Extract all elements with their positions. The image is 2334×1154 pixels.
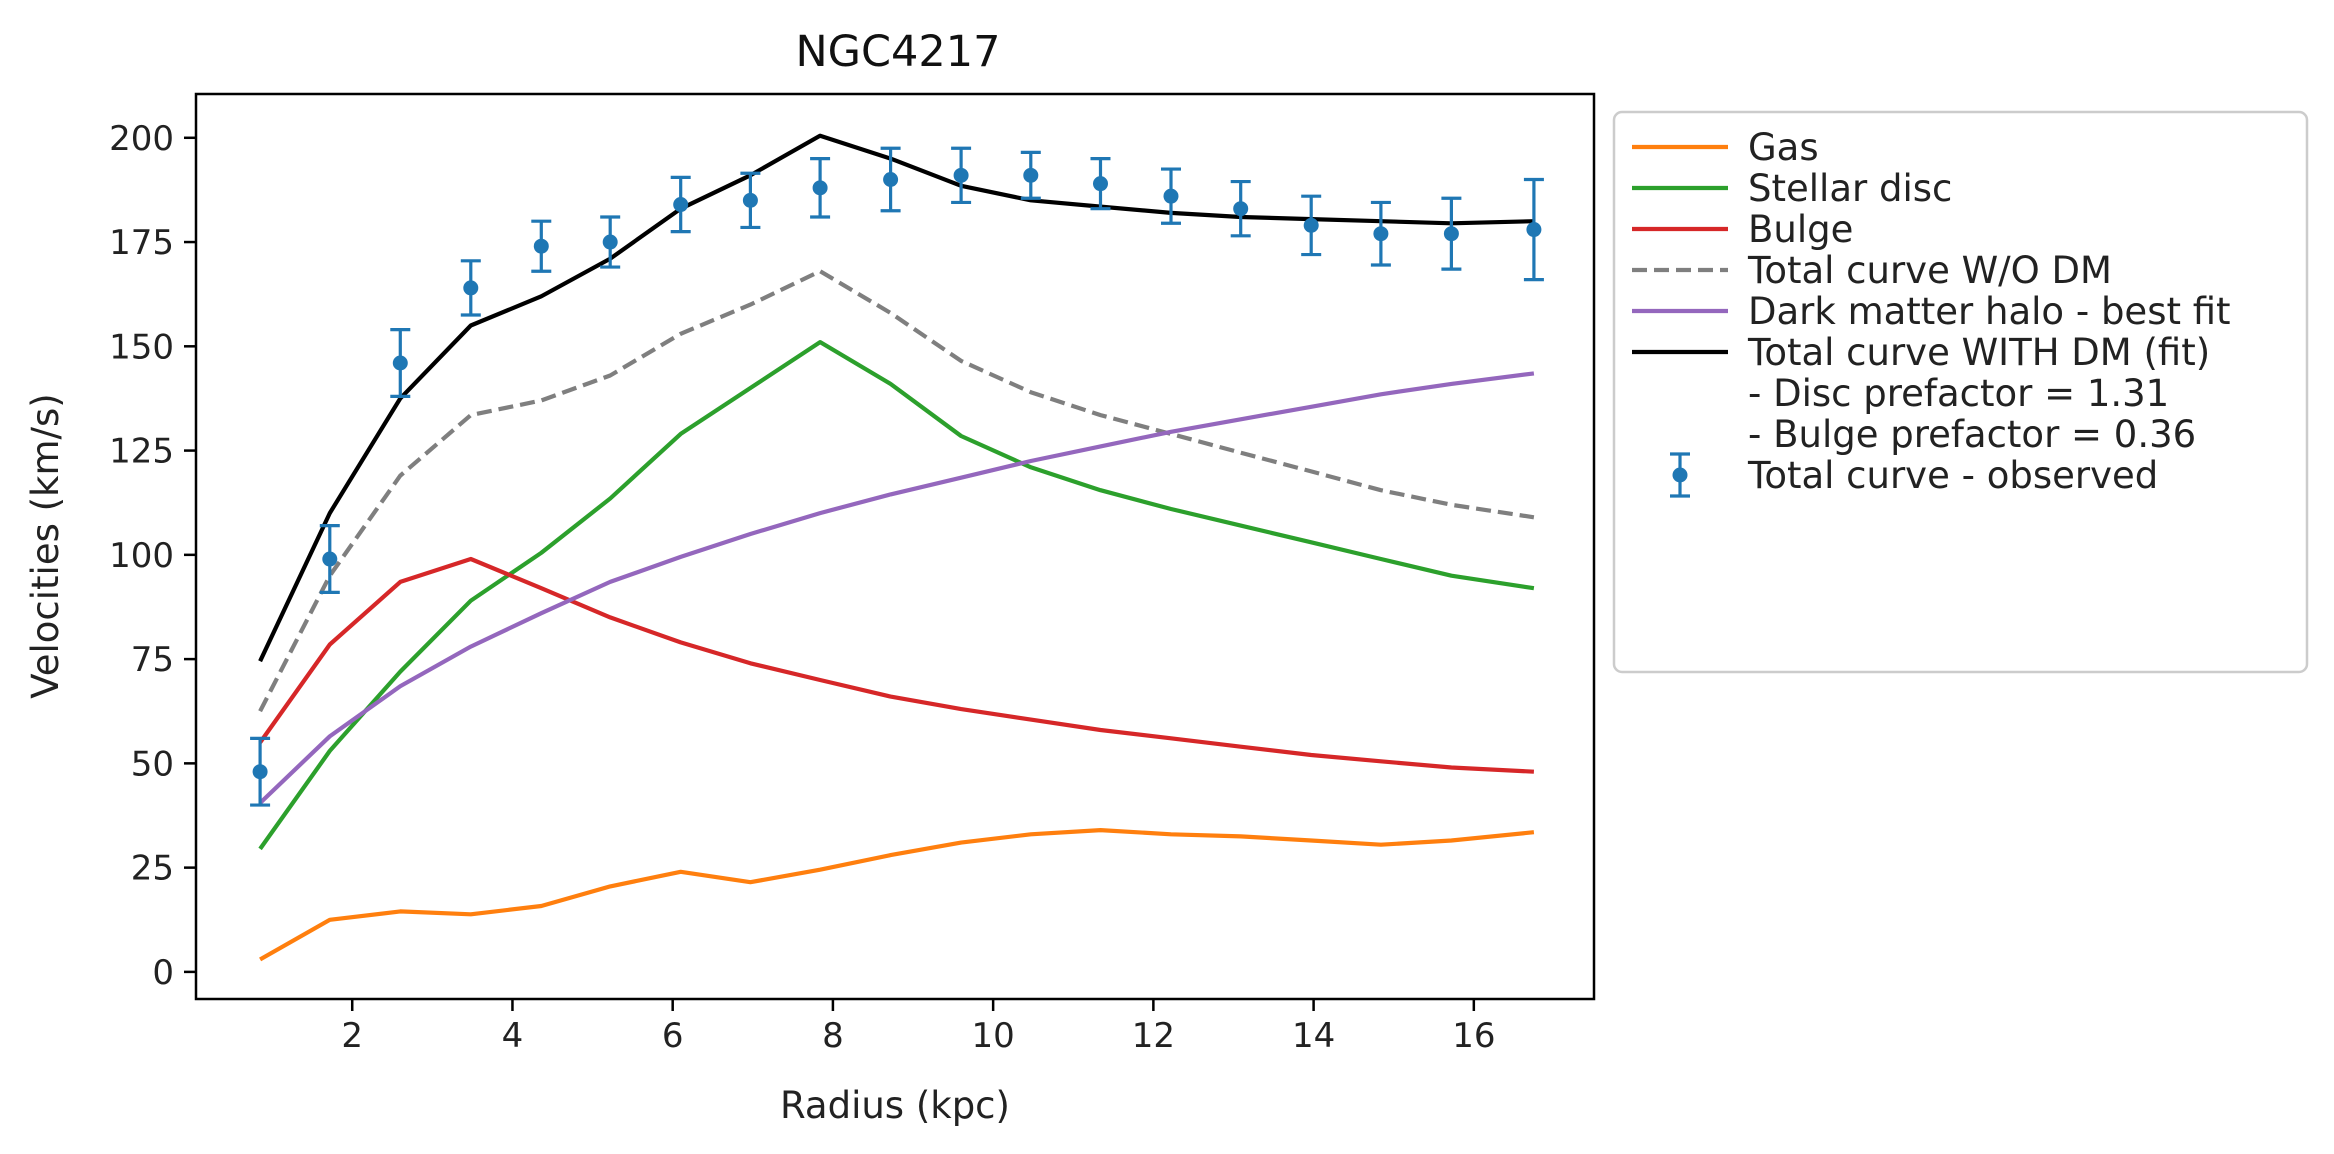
x-tick-label: 14 xyxy=(1292,1016,1335,1056)
series-line-dark-matter-halo-best-fit xyxy=(258,371,1535,805)
series-line-total-curve-with-dm-fit xyxy=(258,133,1534,663)
legend-label: Dark matter halo - best fit xyxy=(1748,290,2231,333)
x-axis-label: Radius (kpc) xyxy=(780,1084,1010,1127)
observed-marker xyxy=(883,171,899,187)
legend-entry: Bulge xyxy=(1632,208,1853,251)
series-line-total-curve-w-o-dm xyxy=(258,269,1535,713)
legend-frame xyxy=(1612,110,2309,674)
observed-point xyxy=(1020,150,1041,200)
observed-point xyxy=(600,215,621,269)
legend-swatch-marker xyxy=(1672,467,1688,483)
y-axis-label: Velocities (km/s) xyxy=(24,393,67,698)
legend-label: Gas xyxy=(1748,126,1819,169)
observed-marker xyxy=(463,280,479,296)
y-tick-label: 25 xyxy=(131,849,174,889)
legend-label: Bulge xyxy=(1748,208,1853,251)
observed-marker xyxy=(1092,176,1108,192)
observed-point xyxy=(740,171,761,230)
observed-point xyxy=(319,524,340,594)
legend-entry: Dark matter halo - best fit xyxy=(1632,290,2231,333)
y-tick-label: 200 xyxy=(109,119,174,159)
observed-marker xyxy=(742,192,758,208)
observed-point xyxy=(1301,194,1322,257)
y-tick-label: 125 xyxy=(109,432,174,472)
plot-frame xyxy=(194,92,1596,1001)
legend-label: Total curve W/O DM xyxy=(1747,249,2112,292)
x-tick-label: 10 xyxy=(972,1016,1015,1056)
y-tick-label: 150 xyxy=(109,327,174,367)
observed-point xyxy=(460,259,481,317)
observed-point xyxy=(810,157,831,219)
observed-point xyxy=(1230,179,1251,238)
legend-label: Total curve WITH DM (fit) xyxy=(1747,331,2210,374)
x-tick-label: 8 xyxy=(822,1016,844,1056)
legend-entry: Total curve W/O DM xyxy=(1632,249,2112,292)
observed-point xyxy=(1370,200,1391,267)
observed-marker xyxy=(1373,226,1389,242)
series-line-bulge xyxy=(258,556,1535,774)
y-axis: 0 25 50 75 100 125 150 175 200 xyxy=(109,119,196,993)
observed-point xyxy=(1160,167,1181,225)
observed-marker xyxy=(1303,217,1319,233)
x-tick-label: 12 xyxy=(1132,1016,1175,1056)
series-line-gas xyxy=(259,827,1535,962)
observed-marker xyxy=(252,764,268,780)
x-axis: 2 4 6 8 10 12 14 16 xyxy=(341,999,1495,1056)
observed-marker xyxy=(673,197,689,213)
legend-entry: Gas xyxy=(1632,126,1819,169)
chart-title: NGC4217 xyxy=(796,27,1001,77)
observed-point xyxy=(670,175,691,234)
observed-marker xyxy=(812,180,828,196)
legend-label: Stellar disc xyxy=(1748,167,1952,210)
y-tick-label: 100 xyxy=(109,536,174,576)
observed-marker xyxy=(533,238,549,254)
observed-point xyxy=(390,328,411,398)
x-tick-label: 6 xyxy=(662,1016,684,1056)
observed-marker xyxy=(1023,167,1039,183)
observed-point xyxy=(880,146,901,213)
x-tick-label: 16 xyxy=(1452,1016,1495,1056)
legend-entry: Stellar disc xyxy=(1632,167,1952,210)
observed-point xyxy=(1523,177,1544,282)
y-tick-label: 50 xyxy=(131,744,174,784)
observed-point xyxy=(1441,196,1462,271)
series-line-stellar-disc xyxy=(258,340,1535,851)
legend-label: Total curve - observed xyxy=(1747,454,2158,497)
y-tick-label: 0 xyxy=(152,953,174,993)
y-tick-label: 75 xyxy=(131,640,174,680)
observed-marker xyxy=(392,355,408,371)
observed-point xyxy=(951,146,972,205)
y-tick-label: 175 xyxy=(109,223,174,263)
observed-marker xyxy=(1163,188,1179,204)
legend-entry: - Disc prefactor = 1.31 xyxy=(1748,372,2169,415)
observed-points-layer xyxy=(250,146,1544,807)
observed-marker xyxy=(1233,201,1249,217)
legend-label: - Bulge prefactor = 0.36 xyxy=(1748,413,2196,456)
series-layer xyxy=(258,133,1535,962)
observed-point xyxy=(250,736,271,807)
legend-entry: Total curve WITH DM (fit) xyxy=(1632,331,2210,374)
x-tick-label: 4 xyxy=(502,1016,524,1056)
observed-marker xyxy=(322,551,338,567)
legend-label: - Disc prefactor = 1.31 xyxy=(1748,372,2169,415)
observed-marker xyxy=(1443,226,1459,242)
legend-entry: Total curve - observed xyxy=(1670,452,2158,498)
observed-point xyxy=(1090,157,1111,211)
observed-point xyxy=(531,219,552,273)
legend-entry: - Bulge prefactor = 0.36 xyxy=(1748,413,2196,456)
observed-marker xyxy=(1526,222,1542,238)
observed-marker xyxy=(953,167,969,183)
observed-marker xyxy=(602,234,618,250)
x-tick-label: 2 xyxy=(341,1016,363,1056)
